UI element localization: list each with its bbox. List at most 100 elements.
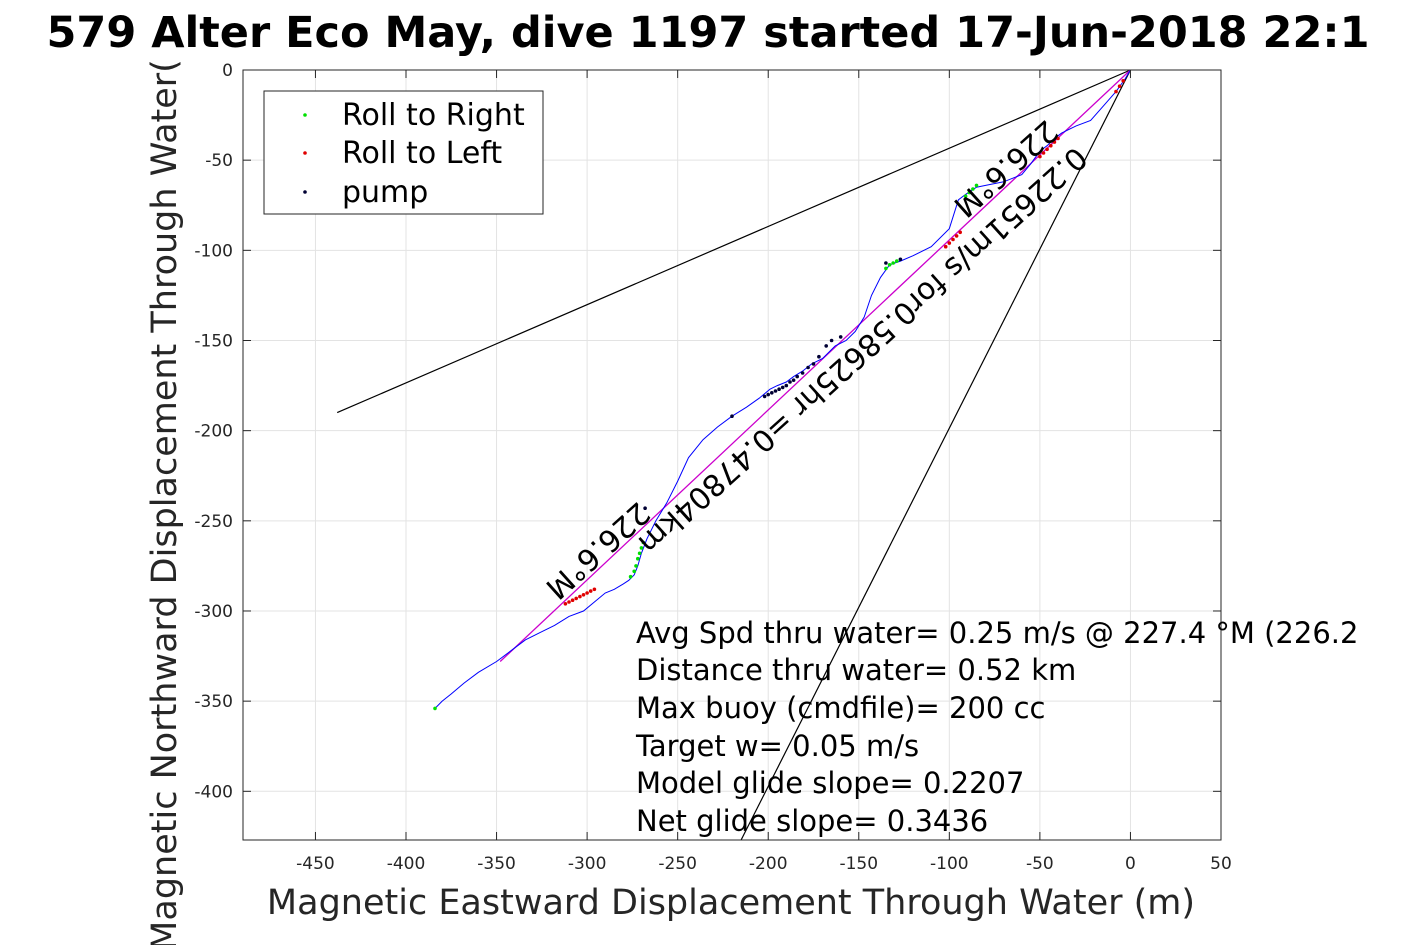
reference-lines [336,69,1131,841]
x-tick-label: -200 [749,854,788,874]
annotation-block: Avg Spd thru water= 0.25 m/s @ 227.4 °M … [635,616,1358,838]
plot-frame [242,69,1222,841]
legend-box [263,90,544,215]
pump-point [780,385,785,390]
dive-track-line [434,69,1131,709]
annotation-avg-speed: Avg Spd thru water= 0.25 m/s @ 227.4 °M … [636,616,1358,650]
roll-right-point [634,564,638,568]
roll-right-point [637,551,642,556]
pump-point [777,387,781,392]
roll-right-point [632,569,636,574]
annotation-net-glide: Net glide slope= 0.3436 [636,804,988,838]
roll-left-point [943,244,948,249]
pump-point [770,391,774,395]
legend-label-roll-left: Roll to Left [342,136,502,171]
reference-line-1 [336,69,1131,414]
annotation-model-glide: Model glide slope= 0.2207 [636,766,1024,800]
pump-point [898,257,903,262]
pump-point [773,389,778,393]
tick-labels: -450 -400 -350 -300 -250 -200 -150 -100 -50 0 50 0 -… [194,61,1231,874]
roll-left-point [951,237,955,242]
roll-left-point [954,234,959,238]
annotation-max-buoy: Max buoy (cmdfile)= 200 cc [636,691,1045,725]
pump-point [788,380,792,384]
pump-point [766,392,770,397]
y-tick-label: -200 [194,422,233,442]
pump-point [784,383,789,388]
x-tick-label: -350 [477,854,516,874]
legend-marker-pump [303,190,307,194]
y-tick-label: -400 [194,782,233,802]
pump-point [817,354,821,359]
roll-right-point [636,556,640,561]
pump-point [791,378,796,383]
x-tick-label: -300 [568,854,607,874]
reference-line-2 [740,69,1131,841]
roll-left-point [1038,154,1042,159]
y-tick-label: -100 [194,241,233,261]
pump-point [811,362,816,366]
pump-point [824,344,828,348]
roll-left-point [1121,79,1125,83]
roll-left-point [578,594,582,599]
pump-point [838,335,843,339]
x-tick-label: -100 [930,854,969,874]
roll-right-point [971,187,975,191]
roll-right-point [884,266,888,271]
pump-point [762,394,767,399]
legend-label-pump: pump [342,175,428,210]
roll-left-point [1041,151,1046,155]
pump-point [806,365,810,370]
x-tick-label: -50 [1026,854,1054,874]
y-tick-label: -250 [194,512,233,532]
roll-left-point [567,600,571,604]
x-tick-label: -450 [296,854,335,874]
roll-left-point [585,591,589,595]
roll-left-point [1056,136,1060,141]
roll-left-point [1117,84,1122,88]
pump-point [730,414,734,419]
x-tick-label: 0 [1125,854,1136,874]
roll-left-point [570,598,575,602]
roll-right-point [974,183,979,188]
roll-left-point [563,602,568,606]
legend-marker-roll-left [303,151,307,155]
roll-left-point [947,241,952,245]
legend: Roll to Right Roll to Left pump [263,90,544,215]
roll-left-point [1114,89,1118,94]
roll-right-point [967,190,972,195]
y-tick-label: -300 [194,602,233,622]
roll-left-point [1045,147,1049,152]
legend-label-roll-right: Roll to Right [342,98,525,133]
y-axis-label: Magnetic Northward Displacement Through … [145,59,185,945]
x-tick-label: -250 [658,854,697,874]
pump-point [643,506,647,511]
roll-left-point [581,593,586,597]
annotation-distance: Distance thru water= 0.52 km [636,653,1076,687]
roll-left-point [958,230,962,235]
roll-right-point [639,546,644,550]
x-tick-label: -400 [387,854,426,874]
roll-left-point [588,589,593,593]
roll-left-point [592,587,597,592]
roll-right-point [641,540,646,545]
pump-point [884,261,888,265]
pump-point [829,338,834,343]
annotation-target-w: Target w= 0.05 m/s [635,729,919,763]
x-axis-label: Magnetic Eastward Displacement Through W… [267,883,1195,923]
y-tick-label: 0 [222,61,233,81]
roll-right-point [887,263,892,267]
y-tick-label: -150 [194,331,233,351]
model-heading-line [499,69,1131,662]
x-tick-label: -150 [839,854,878,874]
pump-point [800,371,805,375]
roll-left-point [1049,143,1053,148]
roll-right-point [628,574,633,579]
y-tick-label: -350 [194,692,233,712]
pump-point [795,374,799,379]
x-tick-label: 50 [1210,854,1232,874]
roll-left-point [1052,140,1057,144]
series-layer [433,69,1131,711]
roll-right-point [895,259,899,263]
